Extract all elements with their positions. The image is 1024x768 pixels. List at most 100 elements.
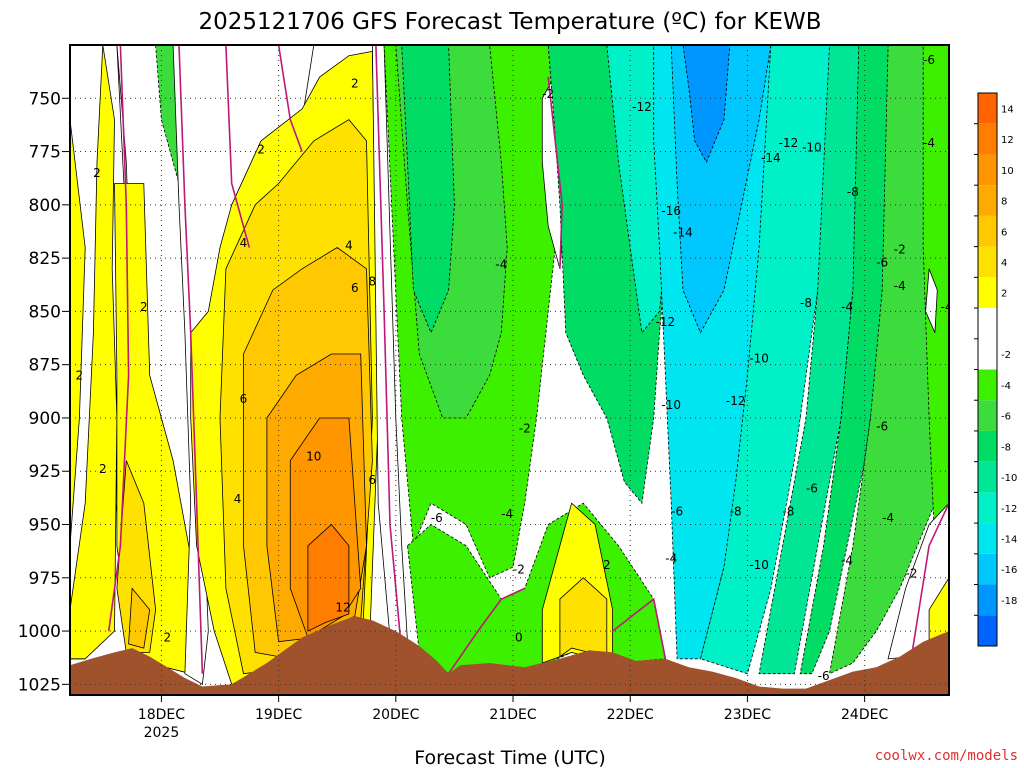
contour-label-17: -4 xyxy=(495,258,507,272)
colorbar-cell-4 xyxy=(978,215,997,247)
contour-label-29: -6 xyxy=(671,505,683,519)
colorbar-cell-15 xyxy=(978,553,997,585)
colorbar-cell-17 xyxy=(978,615,997,646)
credit-link[interactable]: coolwx.com/models xyxy=(875,748,1018,764)
contour-label-8: 4 xyxy=(345,238,353,252)
colorbar-cell-11 xyxy=(978,430,997,462)
freezing-line-3 xyxy=(277,45,303,152)
y-tick-label-850: 850 xyxy=(29,302,61,322)
contour-label-48: -4 xyxy=(894,279,906,293)
temperature-region-29 xyxy=(758,45,877,675)
contour-label-49: -2 xyxy=(894,243,906,257)
temperature-region-33 xyxy=(925,268,938,333)
contour-label-25: -16 xyxy=(661,204,681,218)
freezing-line-5 xyxy=(447,587,526,675)
freezing-line-8 xyxy=(910,502,949,657)
contour-label-23: 2 xyxy=(603,558,611,572)
colorbar-cell-2 xyxy=(978,154,997,186)
contour-label-37: -10 xyxy=(802,140,822,154)
contour-label-46: -6 xyxy=(876,419,888,433)
colorbar-cell-7 xyxy=(978,308,997,339)
colorbar-cell-8 xyxy=(978,338,997,370)
colorbar-label-13: -12 xyxy=(1001,504,1017,515)
colorbar-cell-10 xyxy=(978,400,997,431)
contour-label-3: 2 xyxy=(140,300,148,314)
contour-label-26: -14 xyxy=(673,226,693,240)
colorbar-label-0: 14 xyxy=(1001,104,1014,115)
colorbar-label-4: 6 xyxy=(1001,227,1007,238)
colorbar-label-6: 2 xyxy=(1001,289,1007,300)
freezing-line-6 xyxy=(547,76,564,269)
y-axis: 750 775 800 825 850 875 900 925 950 975 1000 1025 xyxy=(18,89,70,695)
x-tick-label-21DEC: 21DEC xyxy=(489,707,536,723)
contour-label-32: -10 xyxy=(749,351,769,365)
contour-label-34: -10 xyxy=(749,558,769,572)
freezing-line-4 xyxy=(375,45,403,653)
contour-label-1: 2 xyxy=(93,166,101,180)
temperature-region-2 xyxy=(70,45,118,660)
y-tick-label-1025: 1025 xyxy=(18,675,61,695)
contour-label-21: 0 xyxy=(515,630,523,644)
colorbar-label-2: 10 xyxy=(1001,166,1014,177)
contour-label-18: -4 xyxy=(501,507,513,521)
contour-label-42: -8 xyxy=(847,185,859,199)
contour-label-39: -6 xyxy=(806,481,818,495)
contour-label-50: -2 xyxy=(906,567,918,581)
contour-label-44: -4 xyxy=(841,554,853,568)
contour-label-22: -2 xyxy=(542,87,554,101)
temperature-region-31 xyxy=(828,45,949,675)
colorbar-cell-16 xyxy=(978,584,997,616)
colorbar-cell-14 xyxy=(978,523,997,554)
freezing-line-1 xyxy=(178,45,204,674)
contour-label-12: 4 xyxy=(234,492,242,506)
colorbar-label-1: 12 xyxy=(1001,135,1014,146)
colorbar-cell-3 xyxy=(978,185,997,216)
contour-label-10: 8 xyxy=(369,275,377,289)
temperature-region-6 xyxy=(116,460,157,653)
y-tick-label-875: 875 xyxy=(29,356,61,376)
contour-label-38: -8 xyxy=(782,505,794,519)
colorbar-cell-0 xyxy=(978,93,997,124)
y-tick-label-750: 750 xyxy=(29,89,61,109)
contour-label-9: 6 xyxy=(351,281,359,295)
contour-label-36: -12 xyxy=(779,136,799,150)
x-tick-label-24DEC: 24DEC xyxy=(841,707,888,723)
x-tick-label-22DEC: 22DEC xyxy=(607,707,654,723)
contour-label-51: -6 xyxy=(923,53,935,67)
x-axis: 18DEC 2025 19DEC 20DEC 21DEC 22DEC 23DEC 24DEC xyxy=(138,695,888,741)
x-tick-label-18DEC: 18DEC xyxy=(138,707,185,723)
x-tick-label-20DEC: 20DEC xyxy=(372,707,419,723)
contour-label-52: -4 xyxy=(923,136,935,150)
contour-label-5: 4 xyxy=(240,236,248,250)
chart-title: 2025121706 GFS Forecast Temperature (ºC)… xyxy=(198,9,821,35)
y-tick-label-825: 825 xyxy=(29,249,61,269)
color-scale-legend: 14 12 10 8 6 4 2 -2 -4 -6 -8 -10 -12 -14 -16 -18 xyxy=(974,92,1017,647)
colorbar-label-16: -18 xyxy=(1001,596,1017,607)
colorbar-label-15: -16 xyxy=(1001,565,1017,576)
contour-label-13: 10 xyxy=(306,449,321,463)
freezing-line-7 xyxy=(612,597,667,659)
contour-label-20: -2 xyxy=(519,422,531,436)
contour-label-41: -6 xyxy=(818,669,830,683)
y-tick-label-975: 975 xyxy=(29,569,61,589)
contour-label-47: -4 xyxy=(882,511,894,525)
freezing-line-0 xyxy=(107,45,130,632)
x-tick-label-23DEC: 23DEC xyxy=(724,707,771,723)
contour-label-31: -12 xyxy=(726,394,746,408)
contour-label-7: 2 xyxy=(351,76,359,90)
x-tick-label-19DEC: 19DEC xyxy=(255,707,302,723)
freezing-line-2 xyxy=(225,45,251,248)
contour-label-27: -12 xyxy=(656,315,676,329)
contour-label-43: -4 xyxy=(841,300,853,314)
colorbar-label-9: -4 xyxy=(1001,381,1011,392)
y-tick-label-1000: 1000 xyxy=(18,622,61,642)
contour-label-11: 6 xyxy=(240,392,248,406)
y-tick-label-800: 800 xyxy=(29,196,61,216)
contour-label-24: -12 xyxy=(632,100,652,114)
colorbar-label-5: 4 xyxy=(1001,258,1007,269)
contour-label-4: 2 xyxy=(163,630,171,644)
colorbar-cell-13 xyxy=(978,492,997,524)
colorbar-label-3: 8 xyxy=(1001,197,1007,208)
contour-label-35: -14 xyxy=(761,151,781,165)
temperature-region-27 xyxy=(682,45,731,164)
